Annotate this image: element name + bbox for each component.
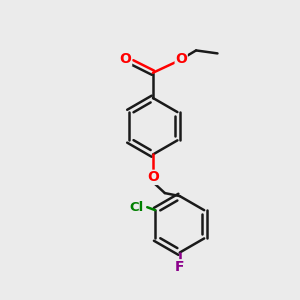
Text: O: O bbox=[175, 52, 187, 66]
Text: O: O bbox=[147, 170, 159, 184]
Text: Cl: Cl bbox=[129, 201, 144, 214]
Text: O: O bbox=[120, 52, 132, 66]
Text: F: F bbox=[175, 260, 184, 274]
